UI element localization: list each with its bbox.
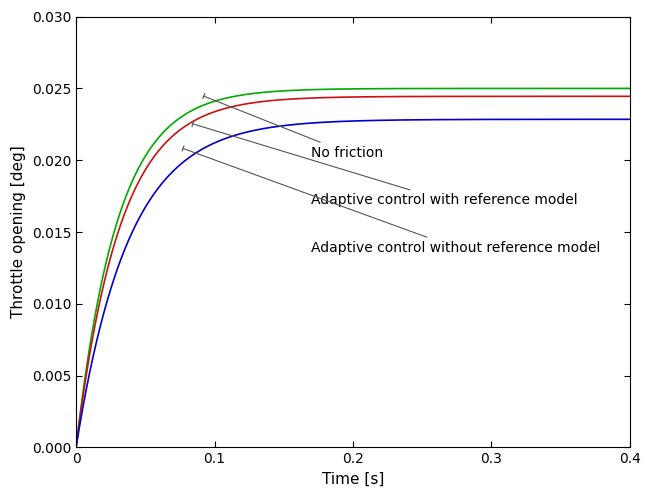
Text: Adaptive control with reference model: Adaptive control with reference model bbox=[192, 121, 578, 208]
Text: No friction: No friction bbox=[203, 94, 383, 160]
X-axis label: Time [s]: Time [s] bbox=[322, 472, 384, 487]
Y-axis label: Throttle opening [deg]: Throttle opening [deg] bbox=[11, 146, 26, 318]
Text: Adaptive control without reference model: Adaptive control without reference model bbox=[182, 146, 601, 255]
